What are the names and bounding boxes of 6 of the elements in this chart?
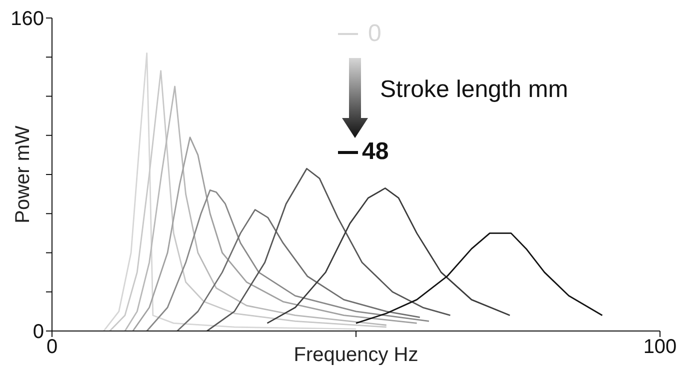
x-axis-title: Frequency Hz xyxy=(294,344,418,366)
legend-label: 48 xyxy=(362,138,389,166)
y-tick-label: 160 xyxy=(10,8,44,30)
x-tick-label: 100 xyxy=(643,336,677,358)
y-axis-title: Power mW xyxy=(12,125,34,224)
legend-title: Stroke length mm xyxy=(380,76,568,104)
